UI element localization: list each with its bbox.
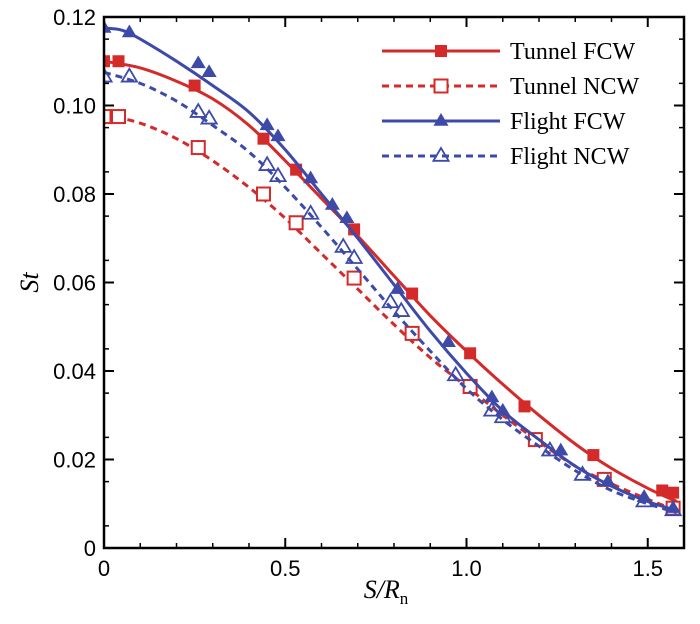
y-tick-label: 0.10 <box>53 94 96 119</box>
data-point <box>406 287 419 300</box>
data-point <box>268 166 288 183</box>
legend-label: Tunnel NCW <box>510 74 639 100</box>
data-point <box>518 400 531 413</box>
legend-marker <box>433 78 449 94</box>
ticks-layer: 0 0.5 1.0 1.5 0 0.02 0.04 0.06 0.08 0.10 0.12 <box>53 5 684 581</box>
data-point <box>381 292 400 309</box>
data-point <box>190 140 206 156</box>
x-tick-label: 1.0 <box>451 556 482 581</box>
data-point <box>600 473 616 487</box>
data-point <box>587 449 600 462</box>
x-tick-label: 1.5 <box>632 556 663 581</box>
data-point <box>257 132 270 145</box>
data-point <box>201 64 217 78</box>
data-point <box>303 170 319 184</box>
data-point <box>121 24 137 38</box>
data-point <box>189 102 208 118</box>
data-point <box>120 66 139 83</box>
data-point <box>324 197 340 210</box>
legend-entry: Tunnel NCW <box>382 74 639 100</box>
y-axis-label: St <box>15 272 44 293</box>
y-tick-label: 0.12 <box>53 5 96 30</box>
data-point <box>390 281 406 294</box>
data-point <box>104 66 114 83</box>
data-point <box>112 55 125 68</box>
x-tick-label: 0.5 <box>270 556 301 581</box>
legend-entry: Flight FCW <box>382 109 626 135</box>
data-point <box>540 440 560 457</box>
data-point <box>104 109 112 125</box>
legend-marker <box>433 113 449 126</box>
data-point <box>339 210 355 224</box>
data-point <box>663 500 683 517</box>
legend-label: Tunnel FCW <box>510 39 635 65</box>
data-point <box>446 365 465 382</box>
series-flight-ncw <box>104 66 683 517</box>
data-point <box>301 204 320 220</box>
data-point <box>104 55 110 68</box>
data-point <box>392 301 411 317</box>
data-point <box>440 334 456 347</box>
data-point <box>667 486 680 499</box>
series-layer <box>104 20 683 517</box>
y-tick-label: 0 <box>84 536 96 561</box>
data-point <box>288 215 304 231</box>
legend: Tunnel FCW Tunnel NCW Flight FCW Flight NCW <box>382 39 639 170</box>
x-axis-label-subscript: n <box>400 589 409 608</box>
data-point <box>656 484 669 497</box>
data-point <box>464 347 477 360</box>
data-point <box>344 248 364 264</box>
data-point <box>334 237 353 253</box>
data-point <box>256 186 271 202</box>
data-point <box>199 109 219 125</box>
legend-entry: Tunnel FCW <box>382 39 635 65</box>
y-tick-label: 0.06 <box>53 271 96 296</box>
data-point <box>190 55 206 69</box>
data-point <box>634 491 654 508</box>
legend-label: Flight FCW <box>510 109 626 135</box>
x-tick-label: 0 <box>98 556 110 581</box>
y-tick-label: 0.04 <box>53 359 96 384</box>
data-point <box>346 270 362 286</box>
legend-marker <box>435 45 447 57</box>
data-point <box>553 442 569 456</box>
y-tick-label: 0.08 <box>53 182 96 207</box>
series-line <box>104 59 678 503</box>
x-axis-label-main: S/R <box>364 575 400 604</box>
legend-entry: Flight NCW <box>382 144 630 170</box>
data-point <box>259 117 275 131</box>
series-tunnel-fcw <box>104 55 680 503</box>
legend-label: Flight NCW <box>510 144 630 170</box>
series-line <box>104 26 678 512</box>
data-point <box>257 155 277 171</box>
series-line <box>104 70 678 515</box>
y-tick-label: 0.02 <box>53 448 96 473</box>
x-axis-label: S/Rn <box>364 575 409 608</box>
data-point <box>270 128 286 142</box>
data-point <box>104 20 112 33</box>
data-point <box>573 465 592 481</box>
data-point <box>482 401 502 417</box>
data-point <box>493 407 512 424</box>
legend-marker <box>431 146 451 162</box>
data-point <box>111 109 126 125</box>
data-point <box>188 79 201 92</box>
